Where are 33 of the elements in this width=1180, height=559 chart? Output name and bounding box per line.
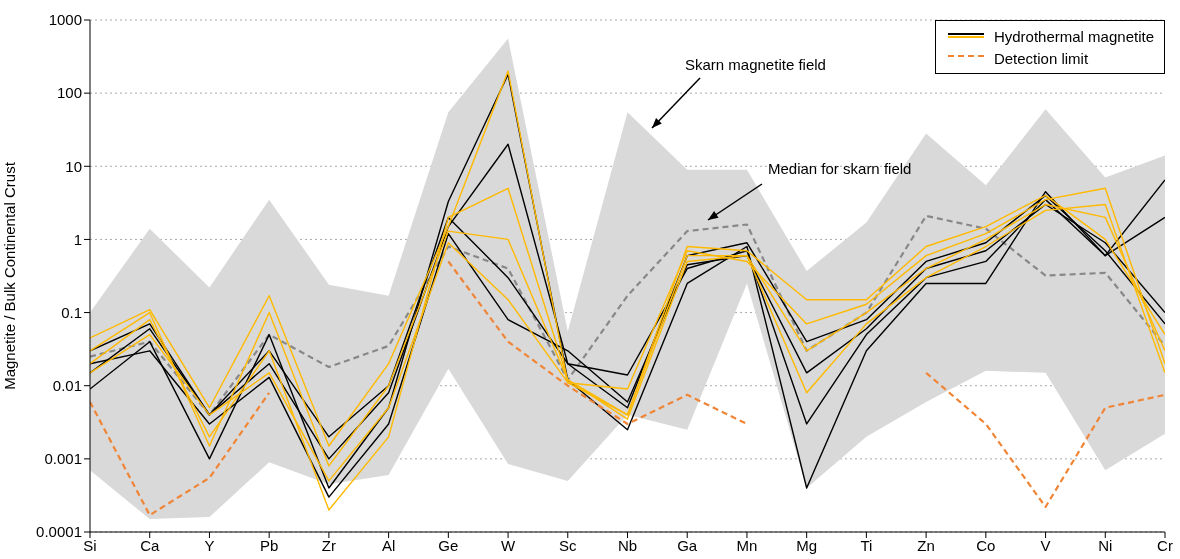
x-tick-label: Nb [617,536,638,554]
annotation: Median for skarn field [768,160,912,177]
y-axis-title: Magnetite / Bulk Continental Crust [1,161,19,390]
x-tick-label: Zn [917,536,935,554]
x-tick-label: Pb [259,536,279,554]
x-tick-label: Ca [140,536,160,554]
y-tick-label: 10 [65,157,82,175]
y-tick-label: 0.0001 [36,523,82,541]
x-tick-label: Ga [677,536,698,554]
y-tick-label: 0.01 [52,377,82,395]
x-tick-label: Al [381,536,396,554]
x-tick-label: V [1040,536,1051,554]
legend-label: Hydrothermal magnetite [993,27,1154,45]
y-tick-label: 100 [56,84,82,102]
x-tick-label: Zr [321,536,336,554]
line-series [90,214,1165,416]
x-tick-label: Mn [736,536,758,554]
legend-label: Detection limit [993,49,1089,67]
x-tick-label: Mg [796,536,818,554]
x-tick-label: Co [976,536,996,554]
x-tick-label: Si [83,536,97,554]
x-tick-label: Y [204,536,215,554]
y-tick-label: 0.1 [61,303,82,321]
x-tick-label: Sc [559,536,578,554]
x-tick-label: Ge [438,536,459,554]
y-tick-label: 0.001 [44,450,82,468]
x-tick-label: Cr [1157,536,1173,554]
x-tick-label: Ni [1098,536,1113,554]
x-tick-label: Ti [860,536,873,554]
y-tick-label: 1000 [48,11,82,29]
y-tick-label: 1 [73,230,82,248]
x-tick-label: W [500,536,516,554]
annotation: Skarn magnetite field [685,56,826,73]
